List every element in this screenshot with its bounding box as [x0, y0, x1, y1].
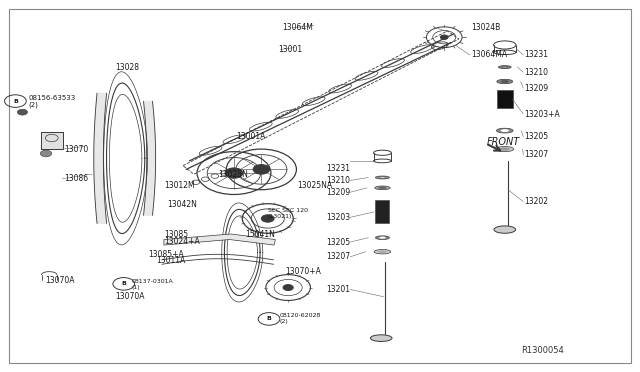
Text: 13203: 13203: [326, 213, 351, 222]
Ellipse shape: [499, 65, 511, 68]
Text: 13012M: 13012M: [164, 182, 195, 190]
Ellipse shape: [378, 250, 387, 253]
Ellipse shape: [376, 236, 390, 240]
Text: 13064M: 13064M: [282, 23, 313, 32]
Polygon shape: [164, 234, 275, 245]
Text: 13028: 13028: [115, 63, 139, 72]
Text: 13231: 13231: [524, 51, 548, 60]
Text: 13210: 13210: [326, 176, 351, 185]
Ellipse shape: [371, 335, 392, 341]
Circle shape: [40, 150, 52, 157]
Ellipse shape: [379, 187, 387, 189]
Ellipse shape: [380, 177, 386, 179]
Text: 08156-63533: 08156-63533: [28, 96, 76, 102]
Text: 13210: 13210: [524, 68, 548, 77]
Ellipse shape: [376, 176, 390, 179]
Text: (1): (1): [131, 285, 140, 290]
Ellipse shape: [380, 237, 386, 239]
Text: FRONT: FRONT: [487, 137, 520, 147]
Bar: [376, 200, 390, 223]
Text: B: B: [267, 317, 271, 321]
Text: 08120-62028: 08120-62028: [279, 314, 321, 318]
Text: 13001: 13001: [278, 45, 303, 54]
Circle shape: [253, 164, 269, 174]
Text: 13070A: 13070A: [45, 276, 74, 285]
Circle shape: [283, 285, 293, 291]
Text: 13085+A: 13085+A: [148, 250, 184, 259]
Circle shape: [261, 215, 274, 222]
Text: 13207: 13207: [524, 150, 548, 159]
Ellipse shape: [500, 147, 510, 151]
Ellipse shape: [497, 128, 513, 133]
Circle shape: [440, 35, 448, 39]
Text: 13025NA: 13025NA: [298, 182, 333, 190]
Bar: [41, 132, 63, 149]
Text: B: B: [122, 281, 126, 286]
Text: 13070A: 13070A: [115, 292, 144, 301]
Text: 13064MA: 13064MA: [472, 51, 508, 60]
Bar: [497, 90, 513, 109]
Circle shape: [17, 109, 28, 115]
Text: 13205: 13205: [326, 238, 351, 247]
Text: 13024B: 13024B: [472, 23, 501, 32]
Ellipse shape: [374, 250, 391, 254]
Text: 13001A: 13001A: [236, 132, 265, 141]
Text: 08137-0301A: 08137-0301A: [131, 279, 173, 284]
Text: 13070+A: 13070+A: [285, 267, 321, 276]
Polygon shape: [94, 93, 107, 223]
Ellipse shape: [500, 129, 509, 132]
Text: 13201: 13201: [326, 285, 351, 294]
Text: 13203+A: 13203+A: [524, 109, 559, 119]
Text: (2): (2): [28, 102, 38, 108]
Ellipse shape: [497, 79, 513, 84]
Text: 13024+A: 13024+A: [164, 237, 200, 246]
Ellipse shape: [375, 186, 390, 190]
Polygon shape: [143, 102, 156, 215]
Circle shape: [225, 168, 243, 178]
Text: (13021): (13021): [268, 214, 292, 219]
Ellipse shape: [496, 147, 514, 152]
Text: SEC SEC 120: SEC SEC 120: [268, 208, 308, 213]
Ellipse shape: [501, 80, 509, 83]
Text: 13011A: 13011A: [156, 256, 186, 266]
Text: 13042N: 13042N: [167, 200, 197, 209]
Text: 13207: 13207: [326, 252, 351, 262]
Text: 15041N: 15041N: [245, 230, 275, 239]
Text: 13086: 13086: [64, 174, 88, 183]
Text: B: B: [13, 99, 18, 103]
Text: 13231: 13231: [326, 164, 351, 173]
Text: 13209: 13209: [326, 188, 351, 197]
Text: 13205: 13205: [524, 132, 548, 141]
Text: 13202: 13202: [524, 197, 548, 206]
Ellipse shape: [502, 66, 508, 68]
Text: (2): (2): [279, 320, 288, 324]
Text: 13070: 13070: [64, 145, 88, 154]
Text: 13085: 13085: [164, 230, 188, 239]
Text: R1300054: R1300054: [521, 346, 563, 355]
Bar: [41, 132, 63, 149]
Text: 13209: 13209: [524, 84, 548, 93]
Ellipse shape: [494, 226, 516, 233]
Text: 13025N: 13025N: [218, 170, 248, 179]
